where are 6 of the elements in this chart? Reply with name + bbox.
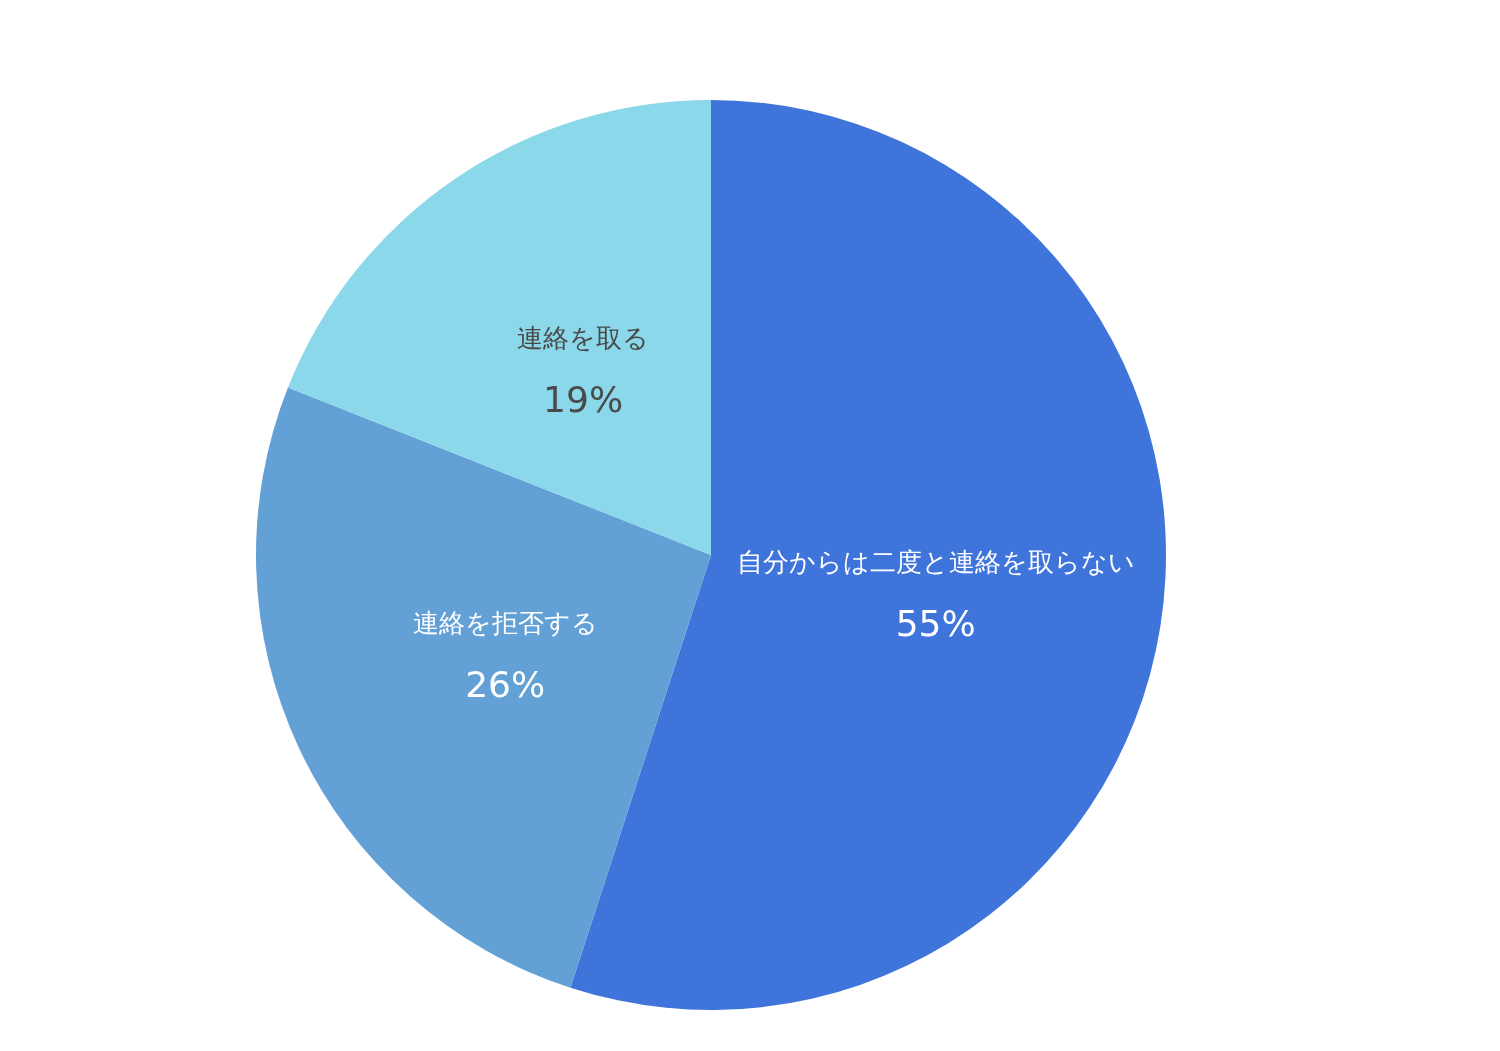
data-label: 26%	[465, 663, 546, 705]
data-label: 55%	[895, 602, 976, 644]
slice-label: 自分からは二度と連絡を取らない	[736, 546, 1135, 577]
slice-label: 連絡を取る	[517, 322, 650, 353]
slice-label: 連絡を拒否する	[412, 607, 598, 638]
data-label: 19%	[543, 378, 624, 420]
